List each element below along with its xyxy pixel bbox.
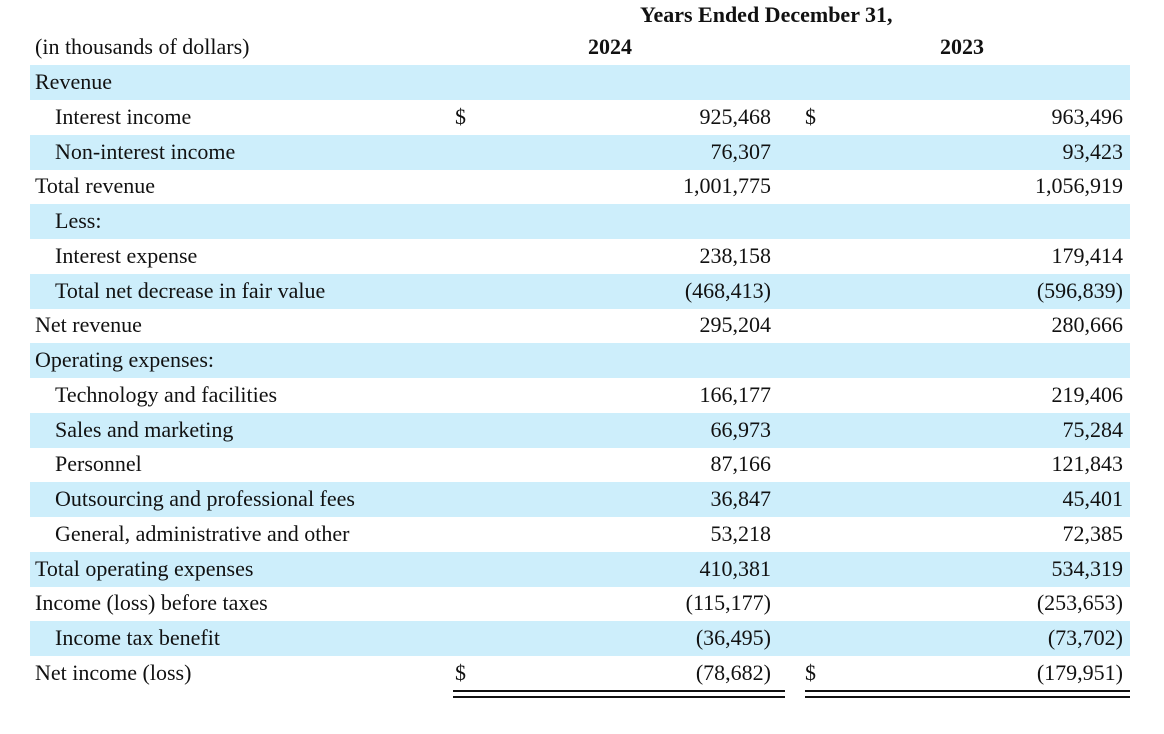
value-2024: 76,307 [710,138,772,164]
table-row [30,551,1130,587]
value-2024: (78,682) [695,659,771,685]
row-label: Net revenue [35,312,142,338]
double-underline [805,690,1130,692]
value-2023: 280,666 [1051,312,1124,338]
value-2024: 295,204 [699,312,772,338]
table-row [30,343,1130,378]
value-2023: 963,496 [1051,103,1124,129]
row-label: Revenue [35,69,112,94]
value-2024: 410,381 [699,555,772,581]
table-row [30,169,1130,204]
table-row [30,656,1130,691]
value-2024: 66,973 [710,416,772,442]
value-2024: 1,001,775 [683,173,771,199]
double-underline [453,696,785,698]
table-row [30,412,1130,448]
value-2023: 219,406 [1051,381,1124,407]
row-label: Sales and marketing [55,416,234,442]
table-row [30,134,1130,170]
value-2024: 166,177 [699,381,772,407]
row-label: Total operating expenses [35,555,254,581]
value-2023: 72,385 [1062,520,1124,546]
value-2023: 75,284 [1062,416,1124,442]
value-2023: (73,702) [1047,625,1123,650]
column-header: 2023 [940,34,984,59]
table-row [30,447,1130,482]
value-2023: 179,414 [1051,242,1124,268]
row-label: Income (loss) before taxes [35,590,268,616]
table-row [30,204,1130,239]
row-label: Interest expense [55,242,198,268]
currency-sign: $ [455,103,466,129]
row-label: Income tax benefit [55,625,220,650]
table-row [30,482,1130,517]
units-label: (in thousands of dollars) [35,34,250,59]
row-label: General, administrative and other [55,520,350,546]
value-2024: (468,413) [684,277,771,303]
value-2023: 93,423 [1062,138,1124,164]
table-row [30,621,1130,656]
value-2023: (596,839) [1036,277,1123,303]
value-2024: 925,468 [699,103,772,129]
table-row [30,100,1130,135]
row-label: Outsourcing and professional fees [55,486,355,511]
value-2023: 534,319 [1051,555,1124,581]
value-2023: 121,843 [1051,451,1124,477]
double-underline [453,690,785,692]
value-2023: (179,951) [1036,659,1123,685]
value-2023: 1,056,919 [1035,173,1123,199]
row-label: Non-interest income [55,138,236,164]
row-label: Technology and facilities [55,381,278,407]
row-label: Total revenue [35,173,156,199]
value-2024: 238,158 [699,242,772,268]
double-underline [805,696,1130,698]
currency-sign: $ [805,103,816,129]
table-row [30,65,1130,100]
row-label: Net income (loss) [35,659,192,685]
row-label: Operating expenses: [35,347,214,372]
value-2024: 87,166 [710,451,772,477]
table-row [30,308,1130,343]
currency-sign: $ [455,659,466,685]
row-label: Interest income [55,103,192,129]
row-label: Less: [55,208,102,233]
header-title: Years Ended December 31, [640,2,893,27]
row-label: Total net decrease in fair value [55,277,326,303]
value-2024: (115,177) [685,590,771,616]
value-2024: 53,218 [710,520,772,546]
value-2024: (36,495) [695,625,771,650]
row-label: Personnel [55,451,142,477]
value-2024: 36,847 [710,486,772,511]
value-2023: (253,653) [1036,590,1123,616]
column-header: 2024 [588,34,632,59]
currency-sign: $ [805,659,816,685]
value-2023: 45,401 [1062,486,1124,511]
table-row [30,273,1130,309]
